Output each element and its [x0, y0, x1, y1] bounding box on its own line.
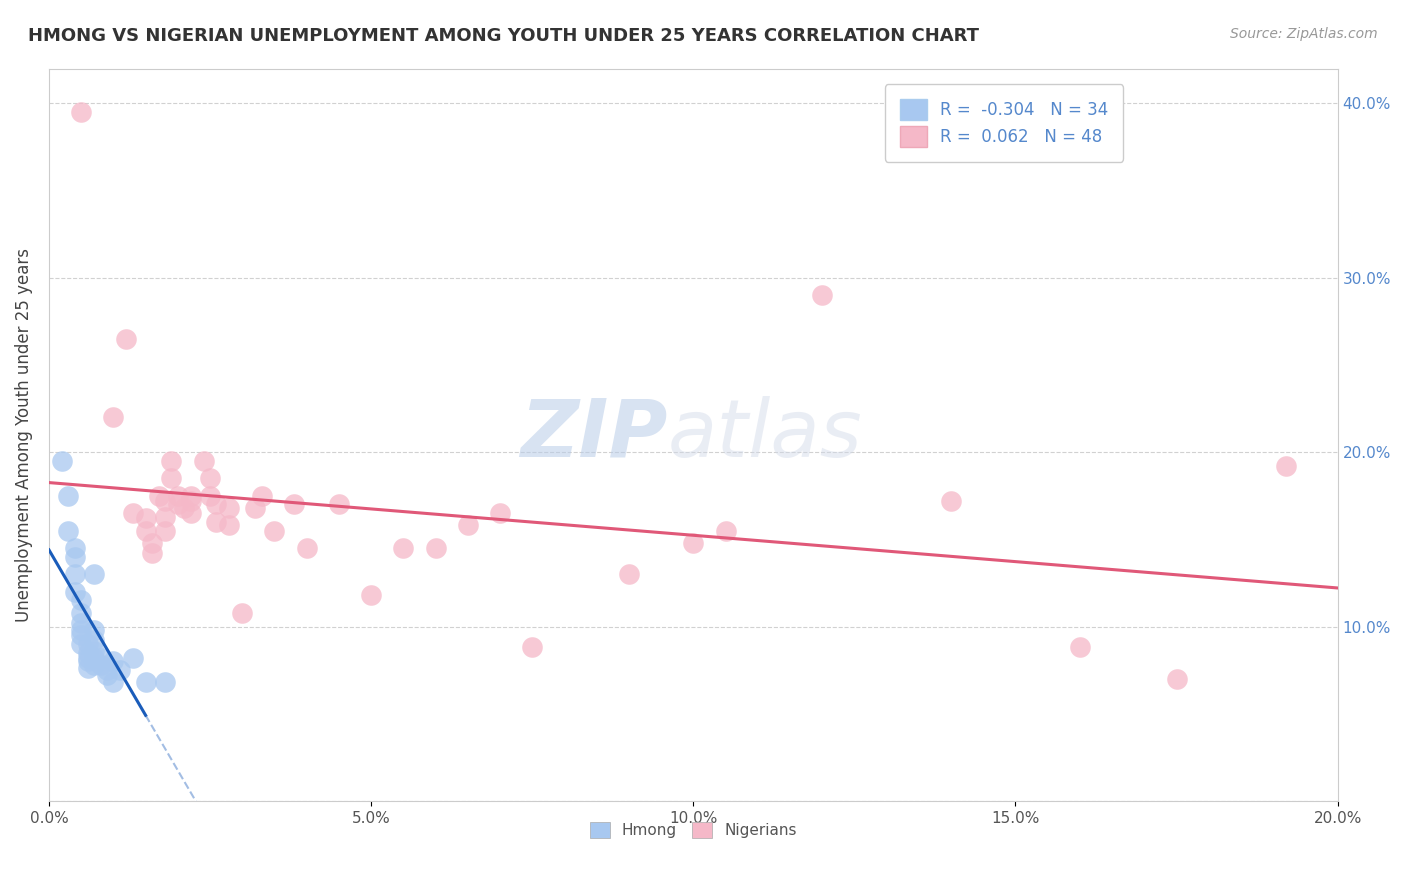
Point [263, 524, 285, 538]
Point [1069, 640, 1091, 655]
Point [198, 489, 221, 503]
Point [70, 623, 93, 637]
Text: ZIP: ZIP [520, 396, 668, 474]
Point [76, 637, 98, 651]
Point [135, 511, 157, 525]
Point [141, 546, 163, 560]
Text: Source: ZipAtlas.com: Source: ZipAtlas.com [1230, 27, 1378, 41]
Point [939, 494, 962, 508]
Point [70, 615, 93, 630]
Point [173, 500, 195, 515]
Point [283, 498, 305, 512]
Point [121, 506, 143, 520]
Point [231, 606, 253, 620]
Point [89, 657, 111, 672]
Point [83, 633, 105, 648]
Point [96, 663, 118, 677]
Point [108, 663, 131, 677]
Point [51, 454, 73, 468]
Point [70, 105, 93, 120]
Point [70, 606, 93, 620]
Point [180, 506, 202, 520]
Point [121, 651, 143, 665]
Point [295, 541, 318, 555]
Point [103, 675, 125, 690]
Point [1275, 459, 1298, 474]
Point [1166, 672, 1188, 686]
Point [205, 498, 228, 512]
Point [218, 500, 240, 515]
Point [135, 524, 157, 538]
Text: HMONG VS NIGERIAN UNEMPLOYMENT AMONG YOUTH UNDER 25 YEARS CORRELATION CHART: HMONG VS NIGERIAN UNEMPLOYMENT AMONG YOU… [28, 27, 979, 45]
Point [218, 518, 240, 533]
Point [83, 651, 105, 665]
Point [83, 657, 105, 672]
Point [153, 675, 176, 690]
Legend: Hmong, Nigerians: Hmong, Nigerians [583, 815, 803, 845]
Point [63, 541, 86, 555]
Point [148, 489, 170, 503]
Point [141, 536, 163, 550]
Point [70, 628, 93, 642]
Point [489, 506, 512, 520]
Point [103, 654, 125, 668]
Point [103, 410, 125, 425]
Point [89, 651, 111, 665]
Point [153, 524, 176, 538]
Point [617, 567, 640, 582]
Point [160, 471, 183, 485]
Point [682, 536, 704, 550]
Point [83, 567, 105, 582]
Point [166, 498, 188, 512]
Point [63, 567, 86, 582]
Point [63, 584, 86, 599]
Point [166, 489, 188, 503]
Point [522, 640, 544, 655]
Point [153, 494, 176, 508]
Text: atlas: atlas [668, 396, 862, 474]
Point [243, 500, 266, 515]
Point [83, 623, 105, 637]
Point [58, 489, 80, 503]
Point [714, 524, 737, 538]
Point [115, 332, 138, 346]
Point [328, 498, 350, 512]
Point [96, 668, 118, 682]
Point [76, 651, 98, 665]
Point [76, 654, 98, 668]
Point [811, 288, 834, 302]
Point [457, 518, 479, 533]
Y-axis label: Unemployment Among Youth under 25 years: Unemployment Among Youth under 25 years [15, 248, 32, 622]
Point [180, 489, 202, 503]
Point [63, 549, 86, 564]
Point [205, 515, 228, 529]
Point [193, 454, 215, 468]
Point [180, 494, 202, 508]
Point [250, 489, 273, 503]
Point [76, 661, 98, 675]
Point [153, 509, 176, 524]
Point [58, 524, 80, 538]
Point [425, 541, 447, 555]
Point [135, 675, 157, 690]
Point [70, 637, 93, 651]
Point [360, 588, 382, 602]
Point [160, 454, 183, 468]
Point [76, 646, 98, 660]
Point [70, 593, 93, 607]
Point [198, 471, 221, 485]
Point [83, 644, 105, 658]
Point [392, 541, 415, 555]
